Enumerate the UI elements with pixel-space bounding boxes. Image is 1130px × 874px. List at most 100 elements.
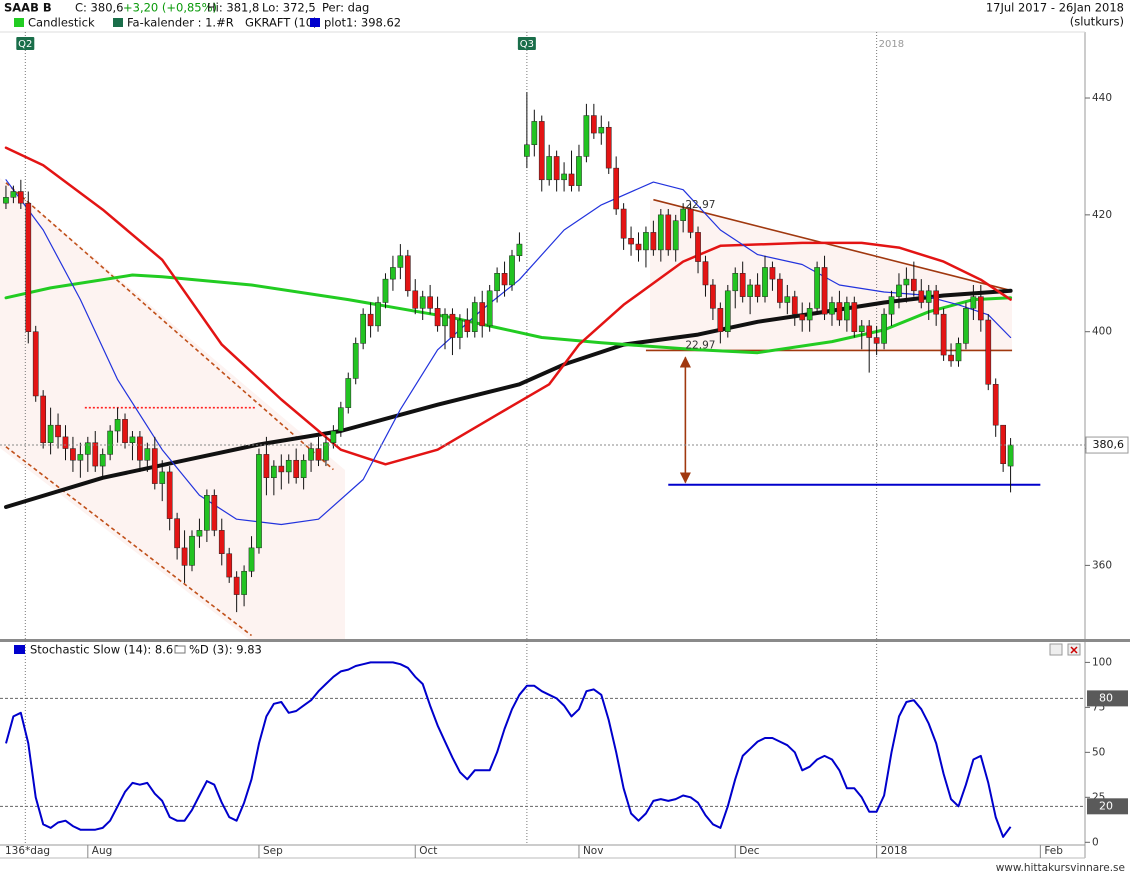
candle-body (873, 337, 880, 344)
candle-body (92, 442, 99, 467)
indicator-line (4, 273, 1013, 355)
candle-body (352, 343, 359, 379)
candle-body (665, 214, 672, 251)
candle-body (218, 530, 225, 554)
date-range: 17Jul 2017 - 26Jan 2018 (986, 1, 1124, 15)
candle-body (732, 273, 739, 292)
candle-body (948, 354, 954, 362)
trend-line (5, 182, 334, 471)
level-box (1087, 690, 1128, 707)
candle-body (1000, 424, 1006, 464)
y-tick-label: 100 (1092, 656, 1112, 668)
level-label: 20 (1099, 799, 1113, 812)
x-tick-label: Oct (419, 845, 437, 857)
period-label: Q3 (520, 39, 534, 50)
candle-body (382, 278, 389, 303)
candle-body (933, 290, 940, 315)
annotation: 22.97 (685, 340, 715, 352)
candle-body (821, 267, 828, 315)
period-box (517, 37, 536, 50)
x-tick-label: Aug (92, 845, 113, 857)
legend-label: Candlestick (28, 16, 95, 30)
change-text: +3,20 (+0,85%) (123, 1, 217, 15)
legend-swatch (14, 18, 24, 27)
candle-body (144, 448, 151, 461)
candle-body (881, 313, 887, 344)
candle-body (159, 471, 166, 484)
indicator-line (4, 146, 1012, 466)
candle-body (367, 313, 374, 327)
candle-body (17, 191, 24, 204)
candle-body (151, 448, 158, 484)
candle-body (509, 255, 515, 286)
candle-body (553, 156, 560, 181)
candle-body (77, 454, 84, 461)
candle-body (784, 296, 791, 303)
candle-body (166, 471, 173, 519)
candle-body (55, 424, 61, 438)
candle-body (590, 115, 597, 134)
y-tick-label: 0 (1092, 836, 1099, 848)
legend-swatch (113, 18, 123, 27)
candle-body (1007, 444, 1014, 467)
candle-body (844, 302, 850, 321)
candle-body (32, 331, 39, 397)
legend-swatch (174, 645, 186, 654)
candle-body (189, 535, 195, 566)
candle-body (486, 290, 493, 327)
candle-body (963, 308, 969, 344)
tool-icon[interactable] (1049, 643, 1063, 656)
footer: www.hittakursvinnare.se (996, 862, 1125, 874)
candle-body (538, 121, 545, 181)
candle-body (717, 308, 724, 332)
candle-body (107, 430, 113, 455)
candle-body (457, 319, 463, 338)
candle-body (524, 144, 530, 157)
candle-body (449, 313, 456, 338)
candle-body (62, 436, 69, 449)
candle-body (122, 419, 128, 443)
candle-body (806, 308, 813, 321)
candle-body (360, 313, 367, 344)
candle-body (516, 243, 523, 257)
candle-body (769, 267, 776, 280)
candle-body (925, 290, 932, 303)
candle-body (241, 570, 247, 595)
candle-body (442, 313, 448, 327)
candle-body (739, 273, 746, 297)
candle-body (375, 302, 381, 327)
candle-body (977, 296, 984, 321)
candle-body (858, 325, 865, 332)
candle-body (613, 167, 620, 210)
candle-body (434, 308, 441, 327)
high-text: Hi: 381,8 (207, 1, 259, 15)
indicator-line (5, 179, 1012, 526)
candle-body (285, 459, 292, 473)
close-text: C: 380,6 (75, 1, 123, 15)
candle-body (271, 465, 277, 479)
legend-label: GKRAFT (10) (245, 16, 318, 30)
close-glyph (1070, 646, 1078, 654)
candle-body (710, 284, 716, 309)
low-text: Lo: 372,5 (262, 1, 316, 15)
period-box (16, 37, 35, 50)
candle-body (643, 232, 649, 251)
candle-body (3, 197, 9, 204)
x-tick-label: Feb (1044, 845, 1063, 857)
candle-body (896, 284, 902, 297)
level-label: 80 (1099, 691, 1113, 704)
candle-body (129, 436, 136, 443)
candle-body (419, 296, 426, 309)
candle-body (546, 156, 553, 181)
candle-body (501, 273, 508, 286)
candle-body (866, 325, 873, 338)
candle-body (620, 208, 627, 239)
candle-body (903, 278, 910, 286)
candle-body (888, 296, 895, 315)
candle-body (300, 459, 307, 479)
candle-body (330, 430, 337, 443)
candle-body (40, 395, 47, 443)
candle-body (940, 313, 947, 356)
